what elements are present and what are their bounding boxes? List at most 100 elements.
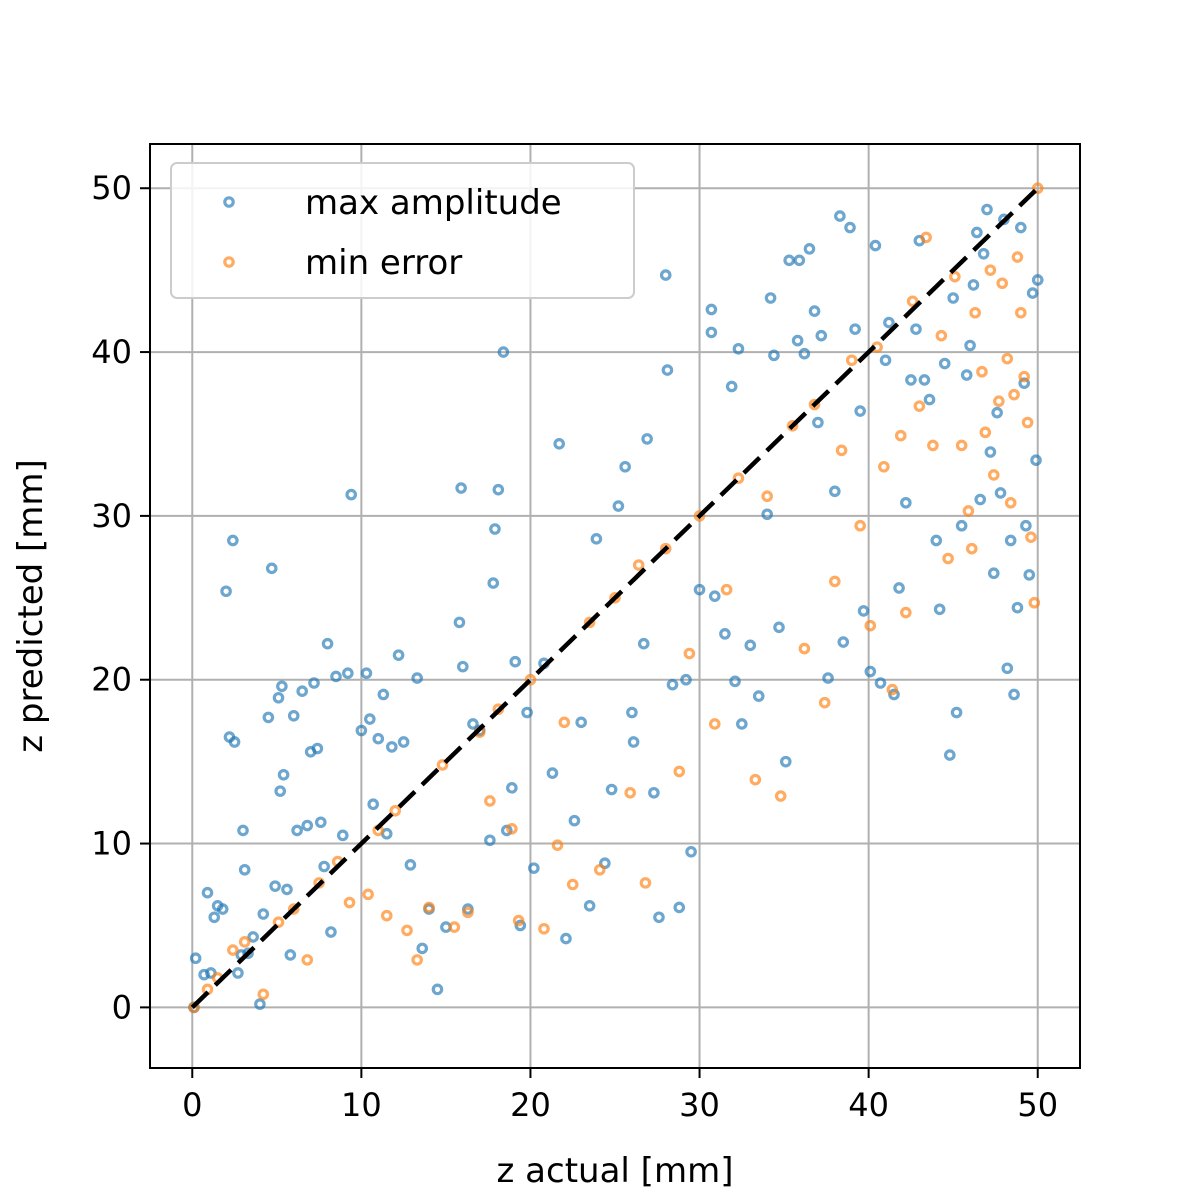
point-1-71 [965,542,978,555]
series-0 [188,203,1044,1014]
point-0-118 [791,334,804,347]
point-1-66 [935,329,948,342]
point-0-149 [943,749,956,761]
y-tick-label-40: 40 [91,333,132,371]
point-1-53 [835,444,848,457]
point-0-56 [416,942,429,955]
point-0-157 [974,493,987,506]
point-1-68 [949,270,961,283]
point-0-124 [815,329,828,342]
point-1-74 [979,426,992,439]
point-1-55 [854,519,866,532]
point-1-11 [343,896,356,909]
point-0-95 [659,269,672,281]
point-0-122 [808,305,821,317]
point-0-100 [685,845,697,858]
point-0-144 [918,374,931,386]
point-0-20 [262,711,275,724]
point-1-49 [798,642,811,655]
point-0-171 [1020,519,1032,532]
point-1-75 [984,264,997,276]
point-0-151 [950,706,963,719]
point-1-73 [976,365,988,378]
point-0-134 [869,239,882,252]
point-0-80 [560,932,572,945]
point-1-84 [1018,370,1030,383]
point-1-65 [927,439,939,452]
x-axis-ticks: 0 10 20 30 40 50 [182,1068,1058,1124]
point-1-77 [993,395,1005,408]
point-0-111 [752,690,765,702]
point-0-131 [854,405,866,417]
point-0-132 [857,605,870,617]
point-0-136 [879,354,892,367]
point-1-23 [484,795,496,807]
point-0-174 [1030,454,1042,466]
point-0-123 [812,416,824,429]
point-0-32 [301,819,314,832]
point-0-92 [641,433,653,445]
point-0-150 [947,292,959,304]
point-1-83 [1015,306,1027,319]
point-1-28 [538,922,550,935]
point-1-31 [566,878,579,891]
point-0-70 [497,346,510,358]
point-0-37 [318,860,330,873]
x-tick-label-10: 10 [341,1086,382,1124]
point-0-115 [773,621,785,634]
point-0-156 [971,226,983,239]
point-0-25 [276,680,288,693]
point-1-50 [808,398,821,411]
point-0-129 [844,221,856,234]
point-0-133 [864,665,877,678]
point-0-106 [725,380,738,393]
point-0-39 [325,926,337,938]
point-0-169 [1015,221,1027,234]
x-tick-label-40: 40 [848,1086,889,1124]
point-0-114 [768,349,780,362]
point-0-165 [1001,662,1014,675]
point-0-28 [284,949,297,961]
point-1-88 [1031,182,1044,195]
point-0-36 [314,816,327,829]
point-0-83 [583,900,596,912]
point-1-56 [864,619,877,632]
point-0-58 [431,983,444,996]
point-0-64 [467,718,479,730]
point-0-17 [247,931,259,943]
point-0-81 [568,814,581,827]
point-1-33 [593,863,606,876]
point-0-76 [528,862,540,874]
point-1-40 [683,647,696,660]
point-1-58 [878,460,890,473]
point-0-145 [923,393,936,406]
point-0-69 [492,483,505,496]
point-0-15 [238,863,251,876]
point-1-63 [913,400,926,412]
point-0-78 [546,767,559,779]
point-1-3 [227,944,239,956]
point-1-25 [506,823,518,835]
point-1-36 [632,559,645,571]
point-0-137 [883,316,895,329]
point-0-44 [355,724,368,737]
point-0-117 [783,254,795,267]
point-0-87 [612,500,625,512]
point-0-52 [392,649,405,661]
point-0-104 [708,590,721,602]
point-0-23 [272,691,285,704]
point-0-173 [1026,287,1039,299]
point-0-16 [242,947,254,960]
point-0-158 [977,247,990,260]
point-1-51 [818,696,831,709]
point-0-147 [933,603,946,616]
point-1-26 [512,914,525,927]
point-0-11 [228,736,241,748]
point-1-18 [423,901,435,914]
point-0-38 [321,637,334,650]
point-0-21 [265,562,278,575]
point-0-116 [779,755,792,768]
point-0-89 [626,706,638,719]
